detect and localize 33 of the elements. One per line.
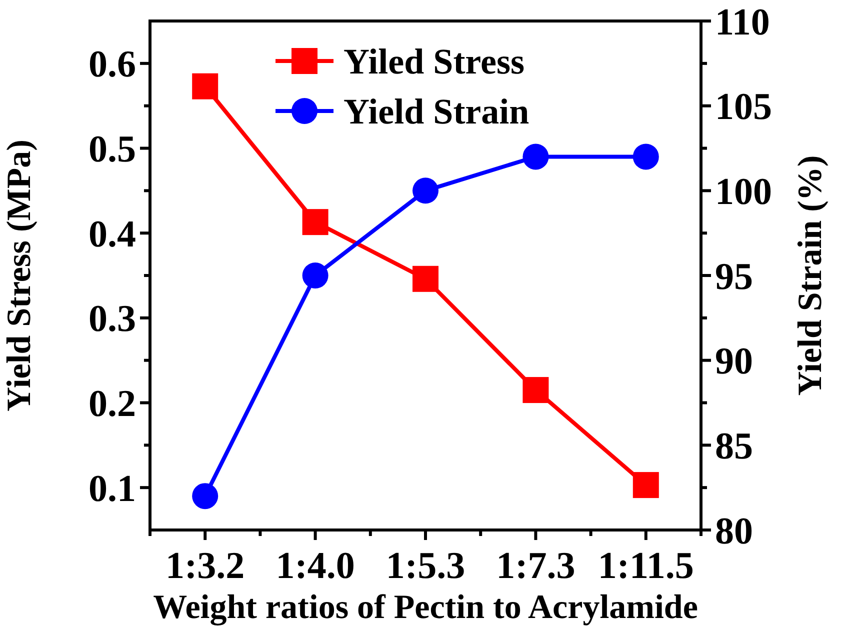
y-tick-label: 0.3 xyxy=(88,298,136,340)
point xyxy=(632,472,659,498)
point xyxy=(302,262,328,288)
y2-tick-label: 100 xyxy=(715,170,772,213)
point xyxy=(412,266,438,292)
y2-tick-label: 80 xyxy=(715,510,753,552)
point xyxy=(192,483,218,510)
y-tick-label: 0.2 xyxy=(88,383,136,426)
y2-axis-title: Yield Strain (%) xyxy=(792,155,829,396)
legend-label: Yield Strain xyxy=(344,92,530,132)
point xyxy=(522,377,549,404)
x-tick-label: 1:4.0 xyxy=(276,545,355,587)
y2-tick-label: 90 xyxy=(715,340,753,383)
y-tick-label: 0.6 xyxy=(88,44,136,86)
point xyxy=(412,178,438,204)
y-tick-label: 0.1 xyxy=(88,468,136,510)
point xyxy=(522,144,549,170)
x-tick-label: 1:11.5 xyxy=(598,545,694,587)
point xyxy=(192,73,218,100)
x-tick-label: 1:5.3 xyxy=(386,545,466,587)
y2-tick-label: 95 xyxy=(715,256,753,298)
y-tick-label: 0.4 xyxy=(88,213,136,256)
y-tick-label: 0.5 xyxy=(88,128,136,171)
y-axis-title: Yield Stress (MPa) xyxy=(1,140,38,412)
point xyxy=(302,209,328,236)
y2-tick-label: 105 xyxy=(715,86,772,128)
x-tick-label: 1:3.2 xyxy=(166,545,245,587)
y2-tick-label: 110 xyxy=(715,1,770,44)
x-axis-title: Weight ratios of Pectin to Acrylamide xyxy=(153,589,698,626)
y2-tick-label: 85 xyxy=(715,425,753,468)
legend-label: Yiled Stress xyxy=(344,42,525,82)
point xyxy=(632,144,659,170)
x-tick-label: 1:7.3 xyxy=(496,545,576,587)
